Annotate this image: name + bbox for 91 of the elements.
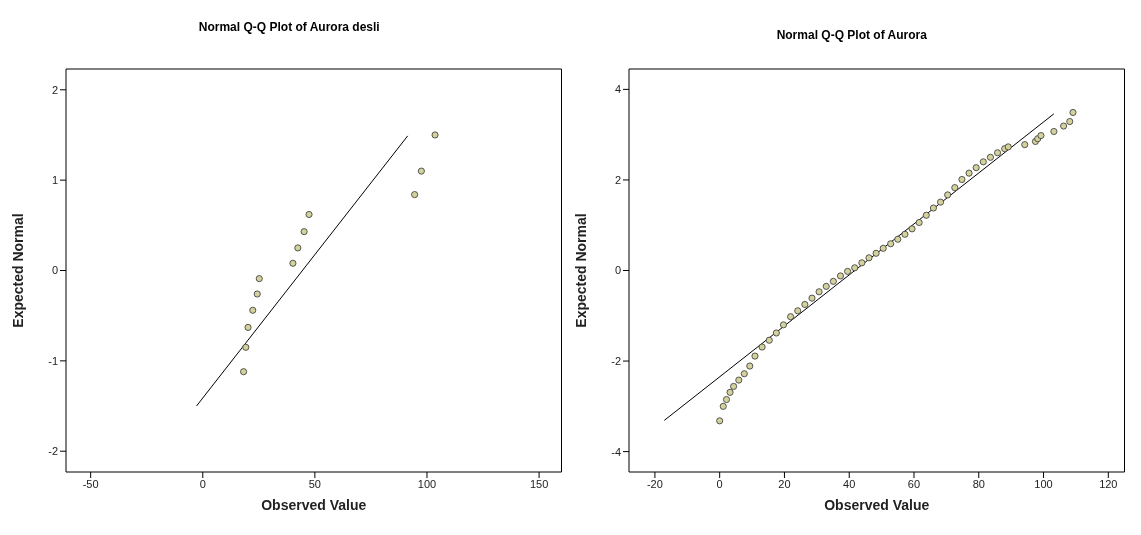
point bbox=[417, 167, 425, 175]
x-tick-label: 120 bbox=[1098, 477, 1117, 490]
point bbox=[929, 204, 937, 212]
point bbox=[242, 343, 250, 351]
point bbox=[734, 376, 742, 384]
point bbox=[758, 343, 766, 351]
x-tick-label: 0 bbox=[199, 477, 206, 490]
x-tick-label: 0 bbox=[716, 477, 723, 490]
point bbox=[864, 254, 872, 262]
point bbox=[244, 323, 252, 331]
x-axis-title: Observed Value bbox=[823, 497, 929, 513]
point bbox=[1059, 122, 1067, 130]
x-tick-label: 100 bbox=[1033, 477, 1053, 490]
x-tick-label: 50 bbox=[308, 477, 321, 490]
point bbox=[726, 388, 734, 396]
point bbox=[836, 272, 844, 280]
point bbox=[850, 264, 858, 272]
x-tick-label: 60 bbox=[907, 477, 920, 490]
point bbox=[936, 198, 944, 206]
y-axis-title: Expected Normal bbox=[9, 213, 26, 328]
point bbox=[786, 313, 794, 321]
y-tick-label: 4 bbox=[614, 83, 621, 96]
point bbox=[915, 219, 923, 226]
point bbox=[1004, 143, 1012, 151]
point bbox=[715, 417, 723, 425]
point bbox=[957, 176, 965, 183]
point bbox=[793, 307, 801, 315]
point bbox=[900, 230, 908, 238]
y-tick-label: 0 bbox=[51, 264, 58, 277]
x-axis-title: Observed Value bbox=[261, 497, 367, 513]
y-tick-label: 2 bbox=[51, 83, 58, 96]
point bbox=[729, 382, 737, 390]
point bbox=[255, 275, 263, 283]
point bbox=[765, 336, 773, 344]
point bbox=[294, 244, 302, 252]
point bbox=[872, 249, 880, 257]
point bbox=[807, 294, 815, 302]
point bbox=[893, 235, 901, 243]
point bbox=[411, 191, 419, 199]
x-tick-label: -50 bbox=[82, 477, 99, 490]
point bbox=[722, 396, 730, 404]
point bbox=[745, 362, 753, 370]
point bbox=[772, 329, 780, 337]
chart-title: Normal Q-Q Plot of Aurora desli bbox=[197, 19, 381, 36]
point bbox=[249, 306, 257, 314]
point bbox=[986, 153, 994, 161]
point bbox=[240, 368, 248, 376]
point bbox=[779, 321, 787, 329]
point bbox=[719, 402, 727, 410]
point bbox=[1065, 118, 1073, 126]
point bbox=[1049, 128, 1057, 135]
x-tick-label: 150 bbox=[529, 477, 549, 490]
x-tick-label: 40 bbox=[842, 477, 855, 490]
point bbox=[979, 158, 987, 166]
y-tick-label: -2 bbox=[610, 354, 621, 367]
y-tick-label: 0 bbox=[614, 264, 621, 277]
y-tick-label: 2 bbox=[614, 173, 621, 186]
point bbox=[943, 191, 951, 199]
x-tick-label: -20 bbox=[646, 477, 663, 490]
x-tick-label: 80 bbox=[972, 477, 985, 490]
point bbox=[253, 290, 261, 298]
point bbox=[879, 244, 887, 252]
point bbox=[740, 370, 748, 378]
point bbox=[857, 259, 865, 267]
point bbox=[950, 184, 958, 192]
point bbox=[815, 288, 823, 296]
y-tick-label: -4 bbox=[610, 445, 621, 458]
x-tick-label: 100 bbox=[417, 477, 437, 490]
point bbox=[993, 149, 1001, 157]
y-tick-label: 1 bbox=[51, 174, 58, 187]
chart-title: Normal Q-Q Plot of Aurora bbox=[775, 27, 928, 44]
y-tick-label: -2 bbox=[48, 445, 58, 458]
point bbox=[1069, 108, 1076, 116]
point bbox=[431, 131, 439, 139]
point bbox=[305, 210, 313, 218]
point bbox=[822, 282, 830, 290]
point bbox=[300, 228, 308, 236]
point bbox=[829, 277, 837, 285]
x-tick-label: 20 bbox=[777, 477, 791, 490]
point bbox=[908, 225, 916, 233]
point bbox=[972, 164, 980, 172]
point bbox=[289, 259, 297, 267]
y-axis-title: Expected Normal bbox=[572, 213, 589, 328]
point bbox=[1020, 141, 1028, 149]
point bbox=[800, 300, 808, 308]
y-tick-label: -1 bbox=[48, 354, 58, 367]
point bbox=[886, 240, 894, 248]
point bbox=[750, 352, 758, 360]
point bbox=[922, 211, 930, 219]
point bbox=[843, 267, 851, 275]
point bbox=[965, 169, 973, 177]
